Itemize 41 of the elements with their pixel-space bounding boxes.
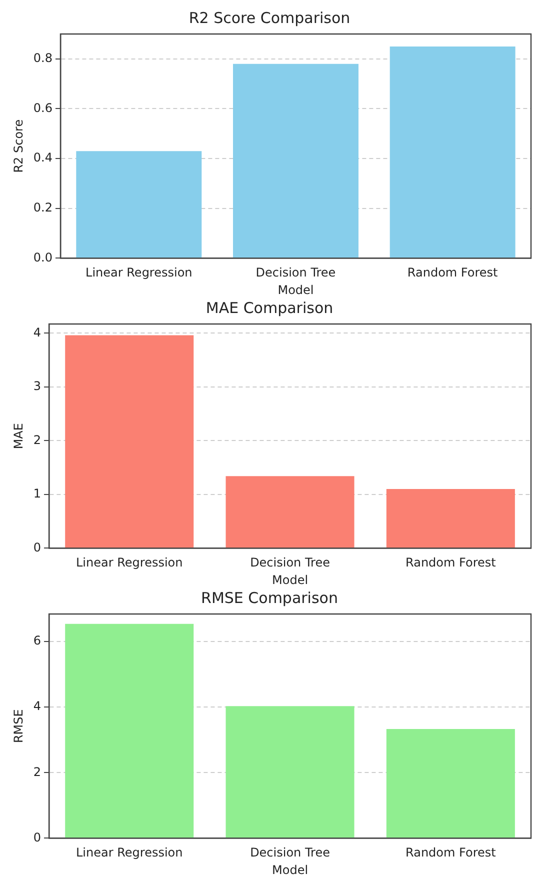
x-axis-title: Model [278, 282, 314, 297]
x-tick-label: Decision Tree [250, 556, 330, 570]
y-tick-label: 0.0 [33, 250, 52, 264]
bar [386, 729, 515, 838]
y-tick-label: 4 [33, 325, 42, 340]
y-tick-label: 0 [33, 830, 42, 844]
bar [65, 624, 194, 838]
x-tick-label: Decision Tree [250, 846, 330, 860]
y-axis-title: R2 Score [11, 119, 26, 173]
x-tick-label: Random Forest [407, 266, 498, 280]
x-axis-title: Model [272, 572, 308, 587]
y-tick-label: 0.2 [33, 200, 52, 215]
chart-title: MAE Comparison [206, 298, 334, 317]
bar [65, 335, 194, 548]
y-tick-label: 1 [33, 486, 42, 501]
chart-title: RMSE Comparison [201, 588, 338, 607]
x-tick-label: Linear Regression [86, 266, 192, 280]
y-tick-label: 3 [33, 379, 42, 394]
y-tick-label: 2 [33, 432, 42, 447]
y-tick-label: 2 [33, 764, 42, 779]
y-tick-label: 4 [33, 699, 42, 714]
chart-title: R2 Score Comparison [188, 8, 350, 27]
y-tick-label: 0.4 [33, 150, 52, 165]
y-tick-label: 6 [33, 634, 42, 648]
bar [226, 476, 354, 548]
bar [386, 489, 515, 548]
y-tick-label: 0.8 [33, 51, 52, 66]
x-tick-label: Decision Tree [256, 266, 336, 280]
x-axis-title: Model [272, 862, 308, 877]
y-tick-label: 0.6 [33, 100, 52, 115]
y-axis-title: RMSE [11, 709, 26, 744]
x-tick-label: Linear Regression [76, 846, 183, 860]
y-tick-label: 0 [33, 540, 42, 554]
x-tick-label: Linear Regression [76, 556, 183, 570]
x-tick-label: Random Forest [406, 556, 496, 570]
bar [233, 64, 358, 258]
bar [390, 46, 516, 258]
y-axis-title: MAE [11, 423, 26, 450]
bar [76, 151, 202, 258]
x-tick-label: Random Forest [406, 846, 496, 860]
bar [226, 706, 354, 838]
